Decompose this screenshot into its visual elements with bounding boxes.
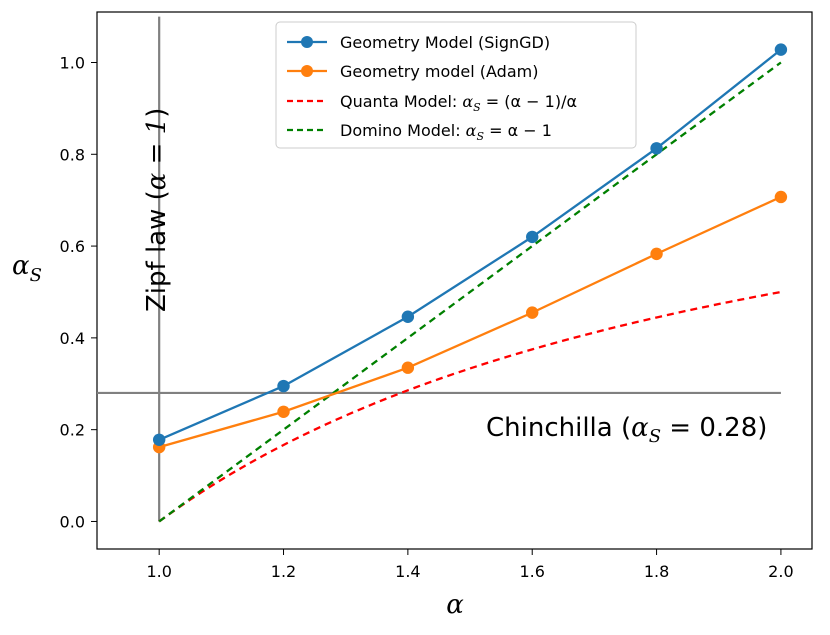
data-point-geometry-model-adam [401, 361, 415, 374]
data-point-geometry-model-signgd [152, 433, 166, 446]
legend-quanta-alpha: α [462, 92, 473, 111]
legend-domino-alpha: α [466, 121, 477, 140]
legend-domino-prefix: Domino Model: [340, 121, 466, 140]
ticks: 1.0 1.2 1.4 1.6 1.8 2.0 0.0 0.2 0.4 0.6 0.8 1.0 [60, 53, 794, 581]
legend-domino-sub: S [476, 130, 484, 143]
y-tick-label: 1.0 [60, 53, 85, 72]
series-line-quanta-model-s-1 [158, 290, 782, 523]
y-tick-label: 0.6 [60, 237, 85, 256]
legend-quanta-rhs: = (α − 1)/α [481, 92, 577, 111]
legend-quanta-sub: S [473, 101, 481, 114]
series-group [152, 43, 788, 523]
plot-area [96, 11, 813, 550]
x-tick-label: 2.0 [768, 562, 793, 581]
y-tick-label: 0.0 [60, 512, 85, 531]
legend-label-adam: Geometry model (Adam) [340, 62, 538, 81]
chinchilla-annotation: Chinchilla (αS = 0.28) [486, 413, 767, 447]
legend-marker-adam [301, 65, 313, 77]
x-tick-label: 1.8 [644, 562, 669, 581]
legend-item-domino: Domino Model: αS = α − 1 [287, 121, 552, 143]
zipf-annotation: Zipf law (α = 1) [142, 108, 172, 312]
data-point-geometry-model-adam [650, 247, 663, 261]
legend-item-adam: Geometry model (Adam) [287, 62, 538, 81]
data-point-geometry-model-signgd [774, 43, 788, 56]
chinchilla-math: = 0.28 [661, 413, 757, 443]
legend-label-signgd: Geometry Model (SignGD) [340, 33, 550, 52]
x-tick-label: 1.0 [146, 562, 171, 581]
zipf-suffix: ) [142, 108, 172, 118]
series-line-geometry-model-signgd [158, 48, 782, 441]
series-line-geometry-model-adam [158, 195, 782, 449]
legend-box [275, 21, 637, 149]
y-tick-label: 0.4 [60, 329, 85, 348]
data-point-geometry-model-signgd [277, 379, 290, 393]
legend-quanta-prefix: Quanta Model: [340, 92, 462, 111]
data-point-geometry-model-adam [526, 306, 539, 319]
data-point-geometry-model-signgd [401, 310, 415, 323]
legend-marker-signgd [301, 36, 313, 48]
x-tick-label: 1.6 [519, 562, 544, 581]
data-point-geometry-model-signgd [526, 230, 539, 244]
y-axis-subscript: S [30, 265, 42, 286]
x-tick-label: 1.2 [271, 562, 296, 581]
legend-item-signgd: Geometry Model (SignGD) [287, 33, 550, 52]
zipf-prefix: Zipf law ( [142, 190, 172, 312]
y-tick-label: 0.2 [60, 421, 85, 440]
chinchilla-alpha: α [631, 413, 649, 443]
legend-item-quanta: Quanta Model: αS = (α − 1)/α [287, 92, 577, 114]
zipf-math: α = 1 [142, 118, 172, 190]
data-point-geometry-model-adam [277, 405, 290, 418]
chinchilla-suffix: ) [757, 413, 767, 443]
chinchilla-prefix: Chinchilla ( [486, 413, 631, 443]
x-tick-label: 1.4 [395, 562, 420, 581]
legend-label-quanta: Quanta Model: αS = (α − 1)/α [340, 92, 577, 114]
legend-label-domino: Domino Model: αS = α − 1 [340, 121, 552, 143]
y-tick-label: 0.8 [60, 145, 85, 164]
y-axis-alpha: α [12, 251, 30, 281]
data-point-geometry-model-signgd [650, 142, 663, 155]
x-axis-title: α [446, 590, 464, 620]
data-point-geometry-model-adam [774, 190, 788, 204]
series-line-domino-model-s-1 [158, 61, 782, 523]
chinchilla-subscript: S [649, 426, 661, 447]
y-axis-title: αS [12, 251, 42, 286]
legend: Geometry Model (SignGD) Geometry model (… [275, 21, 637, 149]
legend-domino-rhs: = α − 1 [484, 121, 552, 140]
